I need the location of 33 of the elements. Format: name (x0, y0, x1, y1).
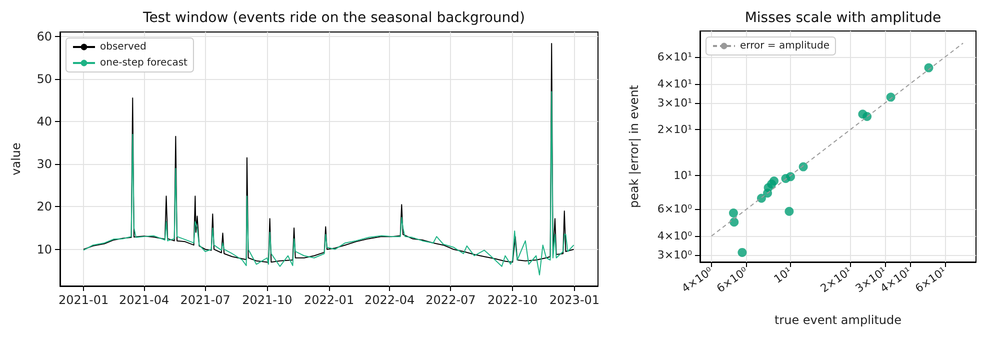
x-tick-label: 2021-04 (118, 293, 170, 307)
line-series (83, 91, 574, 276)
x-tick-label: 2022-07 (426, 293, 476, 307)
y-tick-label: 50 (36, 72, 52, 86)
y-tick-label: 20 (36, 200, 52, 214)
x-axis-title: true event amplitude (774, 313, 902, 327)
x-tick-label: 2021-01 (58, 293, 109, 307)
legend-label: error = amplitude (740, 40, 830, 52)
x-tick-label: 2021-10 (242, 293, 292, 307)
y-tick-label: 30 (36, 157, 52, 172)
x-tick-label: 2022-10 (488, 293, 538, 307)
y-tick-label: 4×10⁰ (657, 230, 693, 243)
y-tick-label: 3×10¹ (657, 96, 692, 110)
y-tick-label: 10 (36, 242, 52, 256)
y-tick-label: 2×10¹ (657, 123, 692, 136)
y-tick-label: 10¹ (674, 168, 692, 182)
y-axis-title: value (9, 142, 23, 176)
y-tick-label: 3×10⁰ (657, 248, 693, 262)
legend-label: one-step forecast (100, 58, 188, 68)
chart-title: Test window (events ride on the seasonal background) (142, 10, 525, 26)
x-tick-label: 2023-01 (549, 293, 600, 307)
y-tick-label: 6×10⁰ (657, 202, 693, 216)
chart-title: Misses scale with amplitude (744, 10, 942, 26)
x-tick-label: 2022-04 (364, 293, 415, 307)
legend-label: observed (100, 42, 146, 52)
x-tick-label: 2021-07 (180, 293, 230, 307)
y-axis-title: peak |error| in event (627, 84, 641, 208)
x-tick-label: 10¹ (772, 264, 794, 286)
y-tick-label: 60 (36, 29, 52, 44)
y-tick-label: 4×10¹ (657, 77, 692, 90)
x-tick-label: 2022-01 (304, 293, 354, 307)
y-tick-label: 6×10¹ (657, 50, 692, 64)
y-tick-label: 40 (36, 114, 52, 128)
